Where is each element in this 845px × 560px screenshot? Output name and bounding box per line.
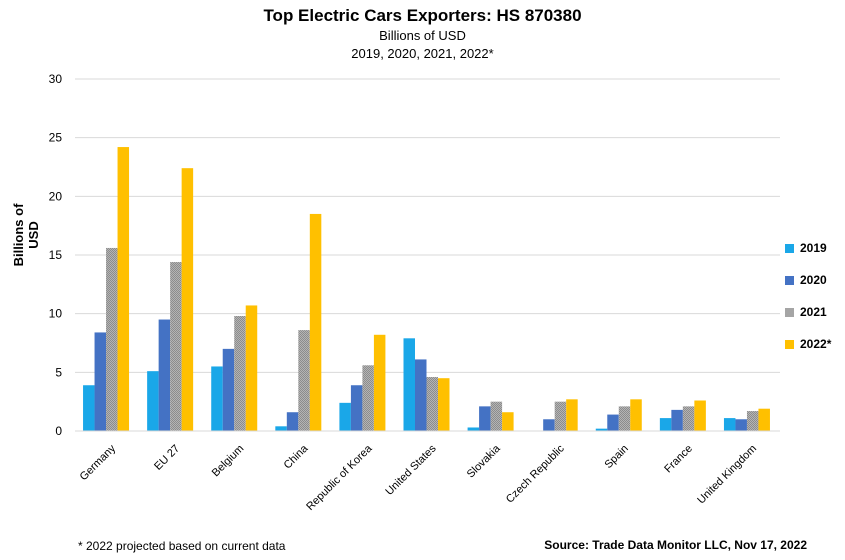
y-tick-labels: 0 5 10 15 20 25 30 (49, 72, 63, 438)
bar-2022-united-kingdom (758, 409, 770, 431)
plot-area: 0 5 10 15 20 25 30 Germany EU 27 Belgium ChinaRep… (0, 0, 845, 560)
bar-2019-germany (83, 385, 95, 431)
y-tick-label: 25 (49, 131, 63, 145)
bar-2020-united-kingdom (735, 419, 747, 431)
legend: 2019 2020 2021 2022* (785, 240, 831, 368)
x-tick-label: Belgium (210, 443, 247, 480)
bar-2019-slovakia (468, 427, 480, 431)
legend-label-2019: 2019 (800, 241, 827, 255)
x-tick-labels: Germany EU 27 Belgium ChinaRepublic of Kore… (78, 442, 759, 513)
bar-2022-spain (630, 399, 642, 431)
bar-2020-czech-republic (543, 419, 555, 431)
legend-label-2022: 2022* (800, 337, 831, 351)
y-tick-label: 20 (49, 189, 63, 203)
bar-2021-germany (106, 248, 118, 431)
bar-2019-republic-of-korea (339, 403, 351, 431)
legend-swatch-2020 (785, 276, 794, 285)
x-tick-label: France (662, 443, 695, 476)
x-tick-label: Slovakia (465, 442, 504, 481)
bar-2019-eu-27 (147, 371, 159, 431)
legend-swatch-2021 (785, 308, 794, 317)
legend-swatch-2019 (785, 244, 794, 253)
bar-2020-republic-of-korea (351, 385, 363, 431)
legend-label-2020: 2020 (800, 273, 827, 287)
bar-2019-france (660, 418, 672, 431)
bar-2021-czech-republic (555, 402, 567, 431)
bar-2021-eu-27 (170, 262, 182, 431)
x-tick-label: Republic of Korea (304, 442, 375, 513)
bar-2021-spain (619, 406, 631, 431)
bar-2020-slovakia (479, 406, 491, 431)
bar-2020-spain (607, 415, 619, 431)
x-tick-label: Czech Republic (504, 442, 567, 505)
x-tick-label: EU 27 (152, 443, 182, 473)
bar-2020-belgium (223, 349, 235, 431)
bar-2021-slovakia (491, 402, 503, 431)
bar-2022-eu-27 (182, 168, 194, 431)
bar-2021-republic-of-korea (362, 365, 374, 431)
x-tick-label: United Kingdom (695, 443, 759, 507)
bar-2020-france (671, 410, 683, 431)
bar-2020-united-states (415, 359, 427, 431)
x-tick-label: Germany (78, 442, 119, 483)
bar-2022-belgium (246, 305, 258, 431)
bar-2022-republic-of-korea (374, 335, 386, 431)
y-tick-label: 5 (55, 365, 62, 379)
x-tick-label: United States (383, 442, 439, 498)
legend-label-2021: 2021 (800, 305, 827, 319)
bar-2022-united-states (438, 378, 450, 431)
footnote: * 2022 projected based on current data (78, 539, 285, 553)
bar-2022-slovakia (502, 412, 514, 431)
legend-item-2022: 2022* (785, 336, 831, 352)
y-tick-label: 0 (55, 424, 62, 438)
bar-2021-france (683, 406, 695, 431)
bar-2021-china (298, 330, 310, 431)
source-note: Source: Trade Data Monitor LLC, Nov 17, … (544, 538, 807, 552)
bars (83, 147, 770, 431)
bar-2022-czech-republic (566, 399, 578, 431)
bar-2019-united-states (404, 338, 416, 431)
bar-2020-china (287, 412, 299, 431)
legend-swatch-2022 (785, 340, 794, 349)
bar-2021-united-states (427, 377, 439, 431)
bar-2020-germany (95, 332, 107, 431)
chart-frame: Top Electric Cars Exporters: HS 870380 B… (0, 0, 845, 560)
bar-2022-germany (118, 147, 130, 431)
bar-2021-belgium (234, 316, 246, 431)
bar-2019-china (275, 426, 287, 431)
y-tick-label: 15 (49, 248, 63, 262)
y-tick-label: 30 (49, 72, 63, 86)
bar-2020-eu-27 (159, 320, 171, 431)
legend-item-2019: 2019 (785, 240, 831, 256)
y-tick-label: 10 (49, 307, 63, 321)
bar-2022-china (310, 214, 322, 431)
bar-2019-united-kingdom (724, 418, 736, 431)
x-tick-label: Spain (603, 443, 631, 471)
legend-item-2020: 2020 (785, 272, 831, 288)
legend-item-2021: 2021 (785, 304, 831, 320)
bar-2022-france (694, 400, 706, 431)
bar-2021-united-kingdom (747, 411, 759, 431)
x-tick-label: China (282, 442, 311, 471)
bar-2019-belgium (211, 366, 223, 431)
